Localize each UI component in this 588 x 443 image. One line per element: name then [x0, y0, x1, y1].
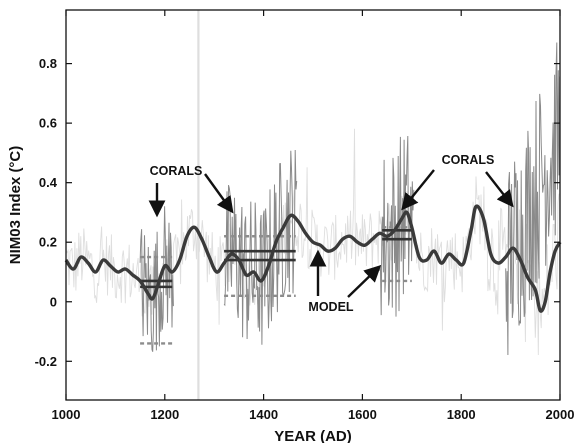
- x-tick-label: 1600: [348, 407, 377, 422]
- coral-series-line: [139, 206, 174, 352]
- y-tick-label: 0.2: [39, 235, 57, 250]
- annotation-layer: CORALS CORALS MODEL: [148, 153, 514, 314]
- x-axis-title: YEAR (AD): [274, 428, 352, 443]
- coral-windows-layer: [140, 226, 412, 345]
- annotation-arrow: [347, 264, 382, 298]
- y-tick-label: 0.6: [39, 116, 57, 131]
- y-tick-label: -0.2: [35, 354, 57, 369]
- annotation-arrow: [485, 171, 514, 208]
- model-series-line: [64, 204, 562, 313]
- tick-layer: 1000 1200 1400 1600 1800 2000 -0.2 0 0.2 0.4 0.6 0.…: [35, 10, 575, 422]
- x-tick-label: 2000: [546, 407, 575, 422]
- y-tick-label: 0: [50, 294, 57, 309]
- x-tick-label: 1800: [447, 407, 476, 422]
- y-tick-label: 0.4: [39, 175, 58, 190]
- y-axis-title: NIM03 Index (°C): [7, 146, 24, 265]
- x-tick-label: 1200: [150, 407, 179, 422]
- x-tick-label: 1400: [249, 407, 278, 422]
- x-tick-label: 1000: [52, 407, 81, 422]
- model-series-layer: [64, 204, 562, 313]
- coral-series-line: [505, 42, 561, 356]
- corals-annotation-label: CORALS: [150, 164, 203, 178]
- annotation-arrow: [401, 169, 435, 211]
- annotation-arrow: [204, 173, 234, 214]
- background-series-layer: [65, 10, 561, 400]
- model-annotation-label: MODEL: [308, 300, 354, 314]
- plot-frame: [65, 9, 561, 401]
- y-tick-label: 0.8: [39, 56, 57, 71]
- coral-series-line: [223, 149, 298, 345]
- background-series-line: [65, 128, 561, 356]
- corals-annotation-label: CORALS: [442, 153, 495, 167]
